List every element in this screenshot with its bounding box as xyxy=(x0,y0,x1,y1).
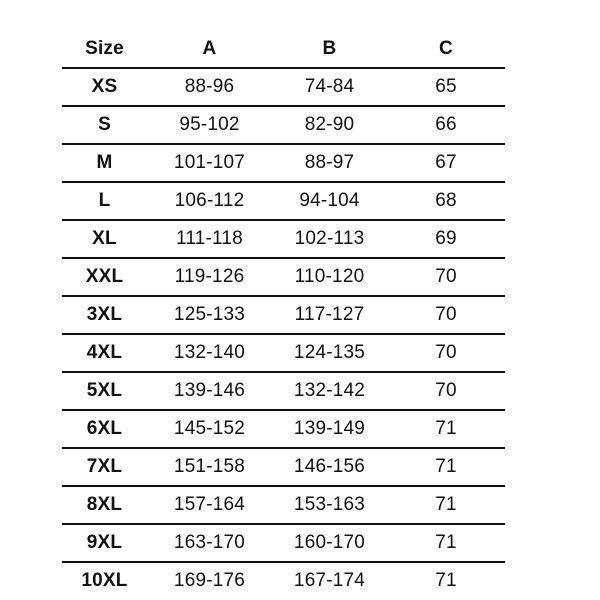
measurement-c-cell: 71 xyxy=(387,524,505,563)
measurement-c-cell: 70 xyxy=(387,334,505,373)
measurement-b-cell: 102-113 xyxy=(272,220,387,259)
measurement-a-cell: 151-158 xyxy=(147,448,272,487)
size-cell: XXL xyxy=(62,258,147,297)
measurement-a-cell: 95-102 xyxy=(147,106,272,145)
table-row: 10XL 169-176 167-174 71 xyxy=(62,562,505,599)
measurement-c-cell: 66 xyxy=(387,106,505,145)
size-chart-table: Size A B C XS 88-96 74-84 65 S 95-102 82… xyxy=(62,31,505,599)
measurement-c-cell: 65 xyxy=(387,68,505,107)
measurement-c-cell: 71 xyxy=(387,448,505,487)
table-row: 7XL 151-158 146-156 71 xyxy=(62,448,505,487)
size-cell: 5XL xyxy=(62,372,147,411)
measurement-b-cell: 117-127 xyxy=(272,296,387,335)
table-row: S 95-102 82-90 66 xyxy=(62,106,505,145)
size-cell: 3XL xyxy=(62,296,147,335)
size-cell: 6XL xyxy=(62,410,147,449)
measurement-b-cell: 88-97 xyxy=(272,144,387,183)
measurement-b-cell: 74-84 xyxy=(272,68,387,107)
table-row: L 106-112 94-104 68 xyxy=(62,182,505,221)
table-row: 8XL 157-164 153-163 71 xyxy=(62,486,505,525)
size-cell: 4XL xyxy=(62,334,147,373)
table-row: M 101-107 88-97 67 xyxy=(62,144,505,183)
measurement-a-cell: 169-176 xyxy=(173,570,246,591)
table-row: XL 111-118 102-113 69 xyxy=(62,220,505,259)
header-row: Size A B C xyxy=(62,31,505,69)
size-cell: XS xyxy=(62,68,147,107)
measurement-a-cell: 111-118 xyxy=(147,220,272,259)
measurement-b-cell: 110-120 xyxy=(272,258,387,297)
measurement-a-cell: 119-126 xyxy=(147,258,272,297)
size-cell: XL xyxy=(62,220,147,259)
measurement-a-cell: 101-107 xyxy=(147,144,272,183)
measurement-a-cell: 106-112 xyxy=(147,182,272,221)
measurement-b-cell: 153-163 xyxy=(272,486,387,525)
table-row: 9XL 163-170 160-170 71 xyxy=(62,524,505,563)
measurement-c-cell: 71 xyxy=(435,570,457,591)
measurement-b-cell: 132-142 xyxy=(272,372,387,411)
table-row: 5XL 139-146 132-142 70 xyxy=(62,372,505,411)
size-cell: S xyxy=(62,106,147,145)
table-row: XXL 119-126 110-120 70 xyxy=(62,258,505,297)
measurement-c-cell: 68 xyxy=(387,182,505,221)
measurement-c-cell: 67 xyxy=(387,144,505,183)
measurement-a-cell: 132-140 xyxy=(147,334,272,373)
size-cell: L xyxy=(62,182,147,221)
column-header-a: A xyxy=(147,31,272,69)
measurement-b-cell: 167-174 xyxy=(293,570,366,591)
measurement-b-cell: 139-149 xyxy=(272,410,387,449)
table-header: Size A B C xyxy=(62,31,505,69)
table-row: XS 88-96 74-84 65 xyxy=(62,68,505,107)
size-cell: 7XL xyxy=(62,448,147,487)
measurement-c-cell: 70 xyxy=(387,372,505,411)
size-cell: 9XL xyxy=(62,524,147,563)
size-cell: M xyxy=(62,144,147,183)
table-row: 6XL 145-152 139-149 71 xyxy=(62,410,505,449)
column-header-b: B xyxy=(272,31,387,69)
column-header-size: Size xyxy=(62,31,147,69)
size-cell: 10XL xyxy=(81,570,128,591)
table-row: 3XL 125-133 117-127 70 xyxy=(62,296,505,335)
column-header-c: C xyxy=(387,31,505,69)
measurement-a-cell: 157-164 xyxy=(147,486,272,525)
measurement-b-cell: 124-135 xyxy=(272,334,387,373)
measurement-a-cell: 139-146 xyxy=(147,372,272,411)
measurement-b-cell: 160-170 xyxy=(272,524,387,563)
measurement-c-cell: 69 xyxy=(387,220,505,259)
measurement-c-cell: 71 xyxy=(387,486,505,525)
measurement-a-cell: 163-170 xyxy=(147,524,272,563)
measurement-b-cell: 146-156 xyxy=(272,448,387,487)
measurement-c-cell: 71 xyxy=(387,410,505,449)
measurement-b-cell: 94-104 xyxy=(272,182,387,221)
size-cell: 8XL xyxy=(62,486,147,525)
measurement-c-cell: 70 xyxy=(387,296,505,335)
measurement-c-cell: 70 xyxy=(387,258,505,297)
measurement-b-cell: 82-90 xyxy=(272,106,387,145)
table-body: XS 88-96 74-84 65 S 95-102 82-90 66 M 10… xyxy=(62,68,505,599)
measurement-a-cell: 88-96 xyxy=(147,68,272,107)
table-row: 4XL 132-140 124-135 70 xyxy=(62,334,505,373)
measurement-a-cell: 125-133 xyxy=(147,296,272,335)
measurement-a-cell: 145-152 xyxy=(147,410,272,449)
